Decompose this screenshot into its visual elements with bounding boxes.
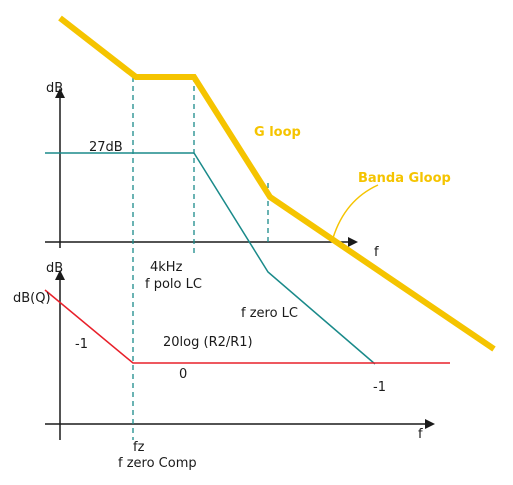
zero-level-label: 0: [179, 367, 187, 382]
band-pointer-line: [332, 184, 379, 239]
gain-27db-label: 27dB: [89, 140, 123, 155]
gloop-curve: [58, 15, 496, 352]
upper-y-label: dB: [46, 81, 63, 96]
upper-x-label: f: [374, 245, 379, 260]
lower-x-arrow: [425, 419, 435, 429]
fz-label: fz: [133, 440, 145, 455]
lc-filter-curve: [45, 152, 376, 365]
gloop-label: G loop: [254, 125, 301, 140]
upper-y-arrow: [55, 88, 65, 98]
zero-lc-label: f zero LC: [241, 306, 298, 321]
lower-y-arrow: [55, 270, 65, 280]
comp-slope-label: -1: [75, 337, 88, 352]
pole-name-label: f polo LC: [145, 277, 202, 292]
lower-y-label: dB: [46, 261, 63, 276]
lc-slope-label: -1: [373, 380, 386, 395]
pole-freq-label: 4kHz: [150, 260, 183, 275]
comp-gain-label: 20log (R2/R1): [163, 335, 253, 350]
compensator-curve: [44, 289, 450, 364]
band-gloop-label: Banda Gloop: [358, 171, 451, 186]
dbq-label: dB(Q): [13, 291, 51, 306]
fz-name-label: f zero Comp: [118, 456, 197, 471]
upper-x-arrow: [348, 237, 358, 247]
lower-x-label: f: [418, 427, 423, 442]
